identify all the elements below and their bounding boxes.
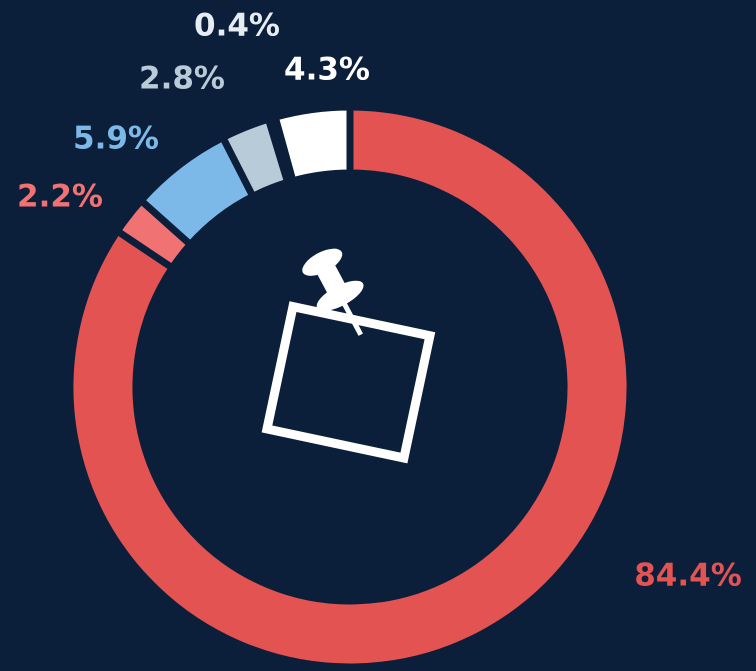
value-label: 0.4%	[194, 8, 280, 44]
donut-segment	[66, 103, 634, 671]
value-label: 84.4%	[634, 558, 742, 594]
value-label: 2.8%	[139, 61, 225, 97]
value-label: 5.9%	[73, 121, 159, 157]
pin-base	[316, 280, 364, 311]
donut-segment	[270, 103, 354, 186]
jobs-icon	[261, 248, 436, 464]
value-label: 4.3%	[284, 52, 370, 88]
pin	[302, 248, 364, 336]
value-label: 2.2%	[17, 179, 103, 215]
pin-top	[302, 248, 343, 276]
note-outline	[261, 301, 436, 464]
pin-needle	[339, 298, 363, 336]
